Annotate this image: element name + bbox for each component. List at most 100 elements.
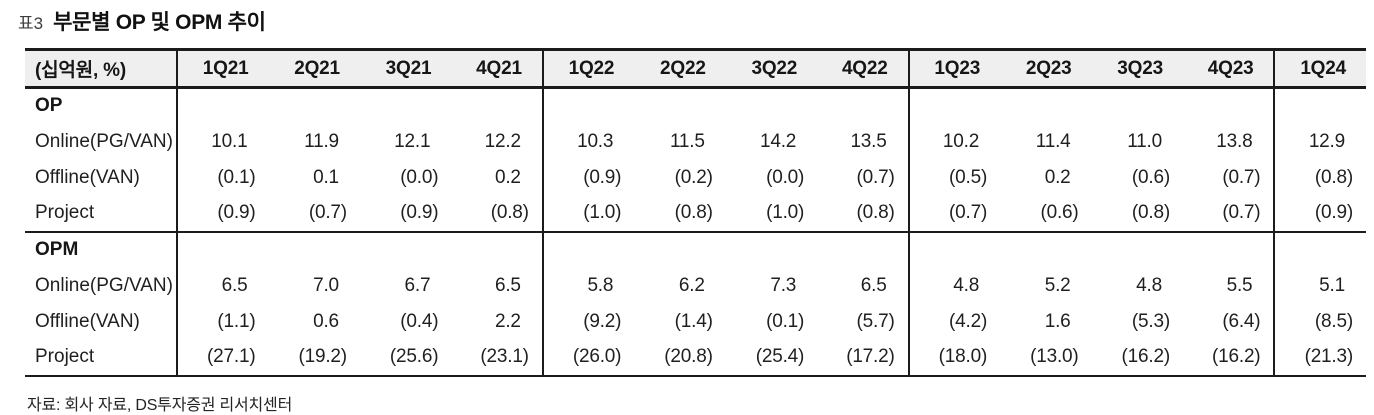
value-cell: (1.1) [175, 303, 269, 340]
value-cell: (0.9) [175, 195, 269, 232]
unit-header-cell: (십억원, %) [35, 60, 126, 81]
value-cell: (9.2) [541, 303, 635, 340]
empty-cell [451, 232, 542, 268]
table-number-tag: 표3 [18, 14, 44, 33]
column-header-4Q22: 4Q22 [841, 57, 888, 79]
value-cell: (0.7) [1222, 202, 1261, 223]
value-cell: 1.6 [1044, 310, 1071, 332]
value-cell: (5.3) [1131, 310, 1170, 332]
empty-cell [175, 87, 269, 124]
value-cell: (0.1) [766, 310, 805, 332]
value-cell: 6.5 [860, 274, 887, 296]
value-cell: (0.8) [1131, 202, 1170, 223]
value-cell: (26.0) [541, 339, 635, 376]
value-cell: 0.2 [1044, 166, 1071, 188]
table-row: Offline(VAN) (1.1) 0.6 (0.4) 2.2 (9.2) (1.4) (0… [25, 303, 1366, 340]
value-cell: (0.8) [1273, 159, 1366, 196]
section-row-opm: OPM [25, 231, 1366, 268]
empty-cell [1092, 232, 1183, 268]
table-row: Project (27.1) (19.2) (25.6) (23.1) (26.0) (20… [25, 339, 1366, 376]
value-cell: (0.9) [400, 202, 439, 223]
value-cell: (8.5) [1273, 303, 1366, 340]
value-cell: (0.0) [766, 166, 805, 188]
empty-cell [907, 231, 1001, 268]
value-cell: 6.5 [494, 274, 521, 296]
value-cell: 12.1 [394, 130, 431, 152]
value-cell: 0.6 [313, 310, 339, 332]
value-cell: (6.4) [1222, 310, 1261, 332]
empty-cell [1183, 88, 1274, 124]
value-cell: (25.6) [389, 346, 439, 367]
value-cell: 13.8 [1216, 130, 1253, 152]
empty-cell [817, 232, 908, 268]
table-title: 표3 부문별 OP 및 OPM 추이 [18, 6, 266, 36]
value-cell: 12.9 [1273, 123, 1366, 160]
source-note: 자료: 회사 자료, DS투자증권 리서치센터 [27, 397, 293, 414]
value-cell: (0.2) [674, 166, 713, 188]
row-label: Offline(VAN) [35, 166, 140, 188]
empty-cell [1000, 232, 1091, 268]
value-cell: 7.0 [313, 274, 339, 296]
value-cell: 2.2 [494, 310, 521, 332]
column-header-2Q21: 2Q21 [294, 57, 340, 79]
value-cell: (19.2) [298, 346, 347, 367]
value-cell: 11.9 [304, 130, 339, 152]
value-cell: 11.0 [1127, 130, 1162, 152]
section-label: OP [35, 95, 63, 117]
value-cell: (0.4) [400, 310, 439, 332]
empty-cell [1000, 88, 1091, 124]
column-header-4Q21: 4Q21 [476, 57, 522, 79]
empty-cell [634, 232, 725, 268]
empty-cell [1273, 87, 1366, 124]
value-cell: (16.2) [1121, 346, 1171, 367]
value-cell: (0.0) [400, 166, 439, 188]
value-cell: 0.1 [313, 166, 339, 188]
value-cell: (0.8) [674, 202, 713, 223]
value-cell: (0.1) [175, 159, 269, 196]
value-cell: (17.2) [846, 346, 895, 367]
empty-cell [360, 88, 451, 124]
section-row-op: OP [25, 87, 1366, 124]
section-label: OPM [35, 239, 79, 260]
value-cell: (4.2) [907, 303, 1001, 340]
value-cell: (0.8) [490, 202, 529, 223]
op-opm-table: (십억원, %) 1Q21 2Q21 3Q21 4Q21 1Q22 2Q22 3Q22 4Q2… [25, 48, 1366, 377]
column-header-1Q21: 1Q21 [175, 49, 269, 88]
empty-cell [268, 232, 359, 268]
row-label: Project [35, 202, 95, 223]
value-cell: (0.9) [1273, 195, 1366, 232]
empty-cell [541, 87, 635, 124]
empty-cell [360, 232, 451, 268]
empty-cell [451, 88, 542, 124]
value-cell: 11.4 [1035, 130, 1071, 152]
value-cell: (18.0) [907, 339, 1001, 376]
column-header-4Q23: 4Q23 [1207, 57, 1254, 79]
value-cell: 10.3 [541, 123, 635, 160]
value-cell: 6.5 [175, 267, 269, 304]
value-cell: 4.8 [907, 267, 1001, 304]
value-cell: (0.7) [856, 166, 895, 188]
column-header-3Q21: 3Q21 [385, 57, 432, 79]
empty-cell [817, 88, 908, 124]
value-cell: (0.5) [907, 159, 1001, 196]
value-cell: (0.7) [308, 202, 347, 223]
table-row: Project (0.9) (0.7) (0.9) (0.8) (1.0) (0.8) (1.… [25, 195, 1366, 232]
value-cell: (25.4) [755, 346, 805, 367]
row-label: Project [35, 346, 95, 367]
table-row: Online(PG/VAN) 6.5 7.0 6.7 6.5 5.8 6.2 7.3 6.5 4.… [25, 267, 1366, 304]
column-header-1Q23: 1Q23 [907, 49, 1001, 88]
value-cell: 5.5 [1226, 274, 1253, 296]
value-cell: (27.1) [175, 339, 269, 376]
empty-cell [726, 232, 817, 268]
column-header-2Q22: 2Q22 [660, 57, 706, 79]
page-title: 부문별 OP 및 OPM 추이 [53, 11, 266, 34]
value-cell: (1.0) [766, 202, 805, 223]
value-cell: (20.8) [664, 346, 713, 367]
value-cell: (0.7) [1222, 166, 1261, 188]
op-opm-table-container: (십억원, %) 1Q21 2Q21 3Q21 4Q21 1Q22 2Q22 3Q22 4Q2… [25, 48, 1366, 377]
value-cell: (13.0) [1030, 346, 1079, 367]
empty-cell [1092, 88, 1183, 124]
column-header-2Q23: 2Q23 [1025, 57, 1072, 79]
value-cell: (16.2) [1212, 346, 1261, 367]
empty-cell [175, 231, 269, 268]
